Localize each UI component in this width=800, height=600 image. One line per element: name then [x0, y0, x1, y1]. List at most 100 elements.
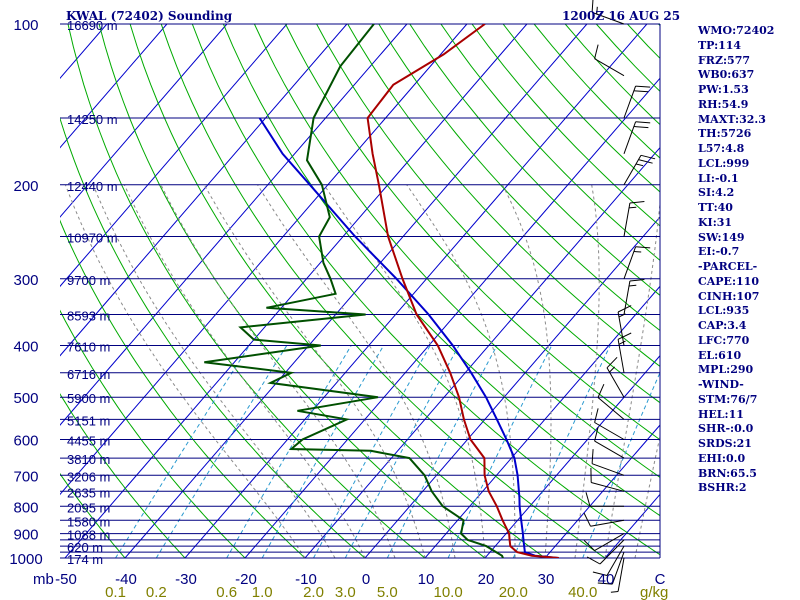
sounding-index-item: STM:76/7: [698, 392, 758, 406]
isotherm-line: [60, 24, 348, 357]
moist-adiabat-line: [574, 184, 600, 558]
sounding-index-item: EI:-0.7: [698, 245, 740, 259]
mixing-ratio-label: 40.0: [568, 584, 597, 600]
sounding-index-item: SRDS:21: [698, 437, 752, 450]
mixing-ratio-label: 5.0: [377, 584, 398, 600]
pressure-tick-label: 300: [13, 272, 38, 289]
wind-barb-flag: [591, 449, 594, 464]
wind-barb: [583, 512, 625, 527]
temperature-tick-label: -20: [235, 571, 257, 588]
wind-barb-half-flag: [610, 591, 619, 593]
wind-barb-staff: [623, 155, 642, 186]
sounding-index-item: LCL:935: [698, 304, 750, 318]
mixing-ratio-unit-label: g/kg: [640, 584, 668, 600]
sounding-index-item: FRZ:577: [698, 53, 751, 67]
wind-barb-half-flag: [596, 6, 598, 15]
sounding-index-item: MPL:290: [698, 363, 754, 377]
height-label: 7610 m: [67, 340, 110, 355]
height-label: 9700 m: [67, 273, 110, 288]
wind-barb-staff: [591, 11, 625, 25]
pressure-tick-label: 400: [13, 339, 38, 356]
wind-barb-flag: [629, 201, 645, 204]
wind-barb-flag: [633, 90, 649, 93]
pressure-tick-label: 1000: [9, 551, 42, 568]
wind-barb: [583, 533, 625, 552]
mixing-ratio-label: 10.0: [433, 584, 462, 600]
pressure-tick-label: 100: [13, 17, 38, 34]
dry-adiabat-line: [222, 24, 660, 517]
wind-barb-flag: [635, 121, 651, 124]
height-label: 6716 m: [67, 367, 110, 382]
wind-barb: [592, 545, 625, 576]
wind-barb: [590, 467, 625, 492]
wind-barb: [594, 426, 625, 459]
wind-barb: [610, 557, 625, 593]
sounding-index-item: SHR-:0.0: [698, 422, 754, 436]
wind-barb-staff: [597, 397, 625, 420]
mixing-ratio-line: [512, 345, 611, 558]
sounding-index-item: CINH:107: [698, 289, 760, 303]
sounding-index-item: WMO:72402: [698, 24, 775, 37]
height-label: 620 m: [67, 540, 103, 555]
pressure-tick-label: 800: [13, 499, 38, 516]
wind-barb: [623, 201, 645, 237]
wind-barb: [585, 492, 624, 507]
wind-barb-flag: [586, 556, 601, 565]
wind-barb-flag: [635, 246, 651, 249]
height-label: 5900 m: [67, 391, 110, 406]
wind-barb: [606, 356, 625, 398]
parcel-path: [258, 117, 559, 558]
wind-barb-flag: [629, 279, 645, 282]
height-label: 2095 m: [67, 500, 110, 515]
wind-barb-flag: [592, 571, 608, 576]
sounding-index-item: LFC:770: [698, 333, 750, 347]
chart-background-lines: [60, 24, 660, 558]
dry-adiabat-line: [67, 24, 426, 558]
mixing-ratio-label: 0.6: [216, 584, 237, 600]
sounding-time-title: 1200Z 16 AUG 25: [562, 9, 681, 23]
moist-adiabat-line: [92, 184, 336, 558]
height-label: 12440 m: [67, 179, 118, 194]
height-label: 5151 m: [67, 413, 110, 428]
wind-barb-half-flag: [628, 206, 637, 209]
sounding-index-item: PW:1.53: [698, 83, 749, 96]
wind-barb: [586, 539, 625, 565]
isobar-lines: [60, 23, 661, 559]
temperature-tick-label: 10: [418, 571, 435, 588]
sounding-index-item: SI:4.2: [698, 186, 735, 200]
wind-barb-flag: [640, 154, 656, 160]
wind-barb-half-flag: [633, 251, 642, 253]
pressure-tick-label: 500: [13, 390, 38, 407]
moist-adiabat-line: [123, 184, 366, 558]
height-label: 10970 m: [67, 231, 118, 246]
height-label: 2635 m: [67, 485, 110, 500]
pressure-unit-label: mb: [33, 571, 54, 588]
height-label: 1580 m: [67, 514, 110, 529]
sounding-index-item: MAXT:32.3: [698, 112, 766, 126]
wind-barb-staff: [617, 311, 625, 346]
temperature-tick-label: 20: [478, 571, 495, 588]
wind-barb: [623, 121, 651, 154]
sounding-index-item: KI:31: [698, 215, 733, 229]
sounding-index-item: L57:4.8: [698, 142, 745, 155]
sounding-index-item: BSHR:2: [698, 481, 747, 495]
isotherm-line: [60, 24, 288, 288]
wind-barb-flag: [597, 383, 605, 398]
sounding-index-item: LI:-0.1: [698, 171, 739, 185]
wind-barb-staff: [606, 367, 625, 398]
height-label: 8593 m: [67, 309, 110, 324]
wind-barb-column: [583, 0, 656, 593]
mixing-ratio-label: 3.0: [335, 584, 356, 600]
temperature-tick-label: -50: [55, 571, 77, 588]
sounding-index-item: TP:114: [698, 38, 742, 52]
height-label: 174 m: [67, 552, 103, 567]
wind-barb-flag: [583, 512, 591, 527]
temperature-trace: [366, 24, 559, 558]
sounding-index-item: -PARCEL-: [698, 260, 758, 273]
mixing-ratio-label: 0.2: [146, 584, 167, 600]
wind-barb-flag: [594, 408, 599, 423]
wind-barb-flag: [606, 356, 618, 369]
wind-barb: [591, 449, 625, 476]
wind-barb-half-flag: [635, 163, 644, 167]
wind-barb-staff: [611, 551, 625, 585]
